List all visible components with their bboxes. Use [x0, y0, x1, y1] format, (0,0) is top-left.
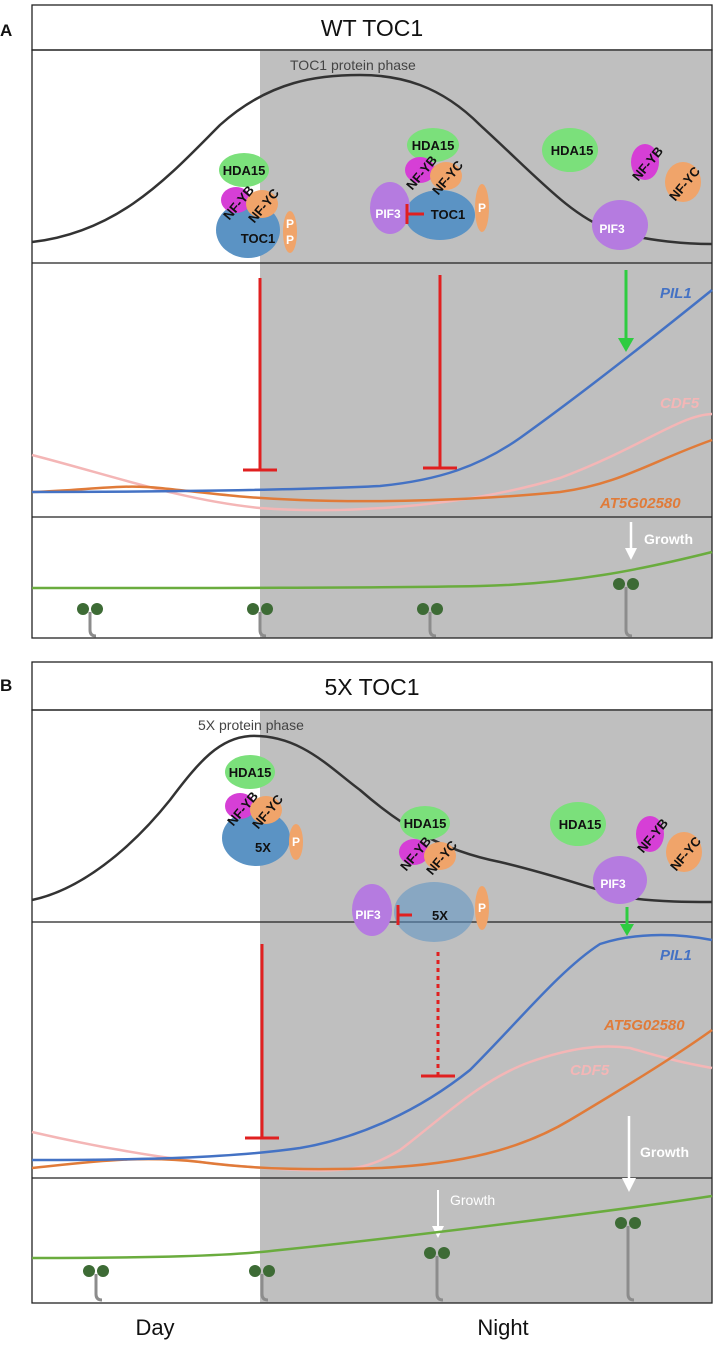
phospho-label-2: P [286, 233, 294, 247]
panel-b-complex-left: HDA15 NF-YB NF-YC 5X P [222, 755, 303, 866]
hda15-label: HDA15 [551, 143, 594, 158]
panel-b-pil1-curve [31, 933, 713, 1162]
panel-a-letter: A [0, 21, 12, 40]
x-axis-night-label: Night [477, 1315, 528, 1340]
phospho-blob [475, 184, 489, 232]
pif3-label: PIF3 [375, 207, 401, 221]
pif3-label: PIF3 [355, 908, 381, 922]
nfyb-blob [399, 839, 429, 865]
pif3-label: PIF3 [599, 222, 625, 236]
hda15-blob [550, 802, 606, 846]
pif3-blob [592, 200, 648, 250]
panel-b-seedling-4 [615, 1217, 641, 1302]
panel-a-pil1-curve [31, 289, 713, 494]
panel-b-cdf5-label: CDF5 [570, 1062, 610, 1079]
panel-a-at5g02580-label: AT5G02580 [599, 495, 681, 512]
panel-a-seedling-2 [247, 603, 273, 638]
hda15-blob [219, 153, 269, 187]
panel-a-seedling-1 [77, 603, 103, 638]
phospho-blob [475, 886, 489, 930]
panel-a-seedling-4 [613, 578, 639, 638]
toc1-label: TOC1 [241, 231, 275, 246]
nfyc-blob [430, 162, 462, 190]
nfyc-blob [666, 832, 702, 872]
panel-b-growth-curve [31, 1194, 713, 1260]
hda15-blob [542, 128, 598, 172]
panel-b-title: 5X TOC1 [324, 674, 419, 700]
5x-blob [222, 810, 290, 866]
panel-b-title-box [31, 661, 713, 711]
panel-b-pil1-label: PIL1 [660, 947, 692, 964]
nfyb-blob [221, 187, 251, 213]
panel-a-title: WT TOC1 [321, 15, 423, 41]
hda15-blob [400, 806, 450, 840]
toc1-blob [405, 190, 475, 240]
nfyc-blob [246, 190, 278, 218]
phospho-label: P [292, 835, 300, 849]
panel-a-complex-mid: HDA15 NF-YB NF-YC PIF3 TOC1 P [370, 128, 489, 240]
panel-b-night-shade [260, 710, 712, 1303]
hda15-label: HDA15 [229, 765, 272, 780]
panel-b-letter: B [0, 676, 12, 695]
nfyb-blob [631, 144, 659, 180]
nfyc-blob [665, 162, 701, 202]
panel-b-seedling-3 [424, 1247, 450, 1302]
pif3-blob [352, 884, 392, 936]
nfyb-blob [636, 816, 664, 852]
5x-label: 5X [255, 840, 271, 855]
phospho-label: P [478, 901, 486, 915]
panel-b-frame [31, 709, 713, 1304]
phospho-label: P [478, 201, 486, 215]
panel-a-phase-label: TOC1 protein phase [290, 57, 416, 73]
panel-b-seedling-2 [249, 1265, 275, 1302]
panel-a-at5g02580-curve [31, 438, 713, 503]
nfyc-blob [424, 842, 456, 870]
pif3-blob [593, 856, 647, 904]
phospho-blob [289, 824, 303, 860]
panel-a-cdf5-label: CDF5 [660, 395, 700, 412]
hda15-blob [225, 755, 275, 789]
hda15-label: HDA15 [412, 138, 455, 153]
panel-a-growth-curve [31, 550, 713, 590]
panel-b-growth-label-mid: Growth [450, 1192, 495, 1208]
panel-a-activation-arrowhead [618, 338, 634, 352]
5x-label: 5X [432, 908, 448, 923]
panel-b-complex-right: HDA15 NF-YB NF-YC PIF3 [550, 802, 705, 904]
panel-b-at5g02580-label: AT5G02580 [603, 1017, 685, 1034]
panel-a-pil1-label: PIL1 [660, 285, 692, 302]
panel-b-growth-label-right: Growth [640, 1144, 689, 1160]
x-axis-day-label: Day [135, 1315, 174, 1340]
panel-a-growth-label: Growth [644, 531, 693, 547]
panel-b-growth-arrowhead-right [622, 1178, 636, 1192]
hda15-label: HDA15 [223, 163, 266, 178]
panel-a-seedling-3 [417, 603, 443, 638]
nfyc-blob [250, 796, 282, 824]
hda15-label: HDA15 [404, 816, 447, 831]
hda15-blob [407, 128, 459, 162]
panel-b-phase-label: 5X protein phase [198, 717, 304, 733]
toc1-label: TOC1 [431, 207, 465, 222]
panel-b: B 5X TOC1 5X protein phase HDA15 NF-YB N… [0, 661, 713, 1304]
nfyb-blob [405, 157, 435, 183]
pif3-blob [370, 182, 410, 234]
nfyb-blob [225, 793, 255, 819]
panel-a: A WT TOC1 TOC1 protein phase HDA15 NF-YB… [0, 4, 713, 639]
panel-a-frame [31, 49, 713, 639]
phospho-label: P [286, 217, 294, 231]
hda15-label: HDA15 [559, 817, 602, 832]
panel-a-growth-arrowhead [625, 548, 637, 560]
panel-b-activation-arrowhead [620, 924, 634, 936]
panel-b-seedling-1 [83, 1265, 109, 1302]
5x-blob [394, 882, 474, 942]
phospho-blob [283, 211, 297, 253]
panel-a-title-box [31, 4, 713, 51]
pif3-label: PIF3 [600, 877, 626, 891]
